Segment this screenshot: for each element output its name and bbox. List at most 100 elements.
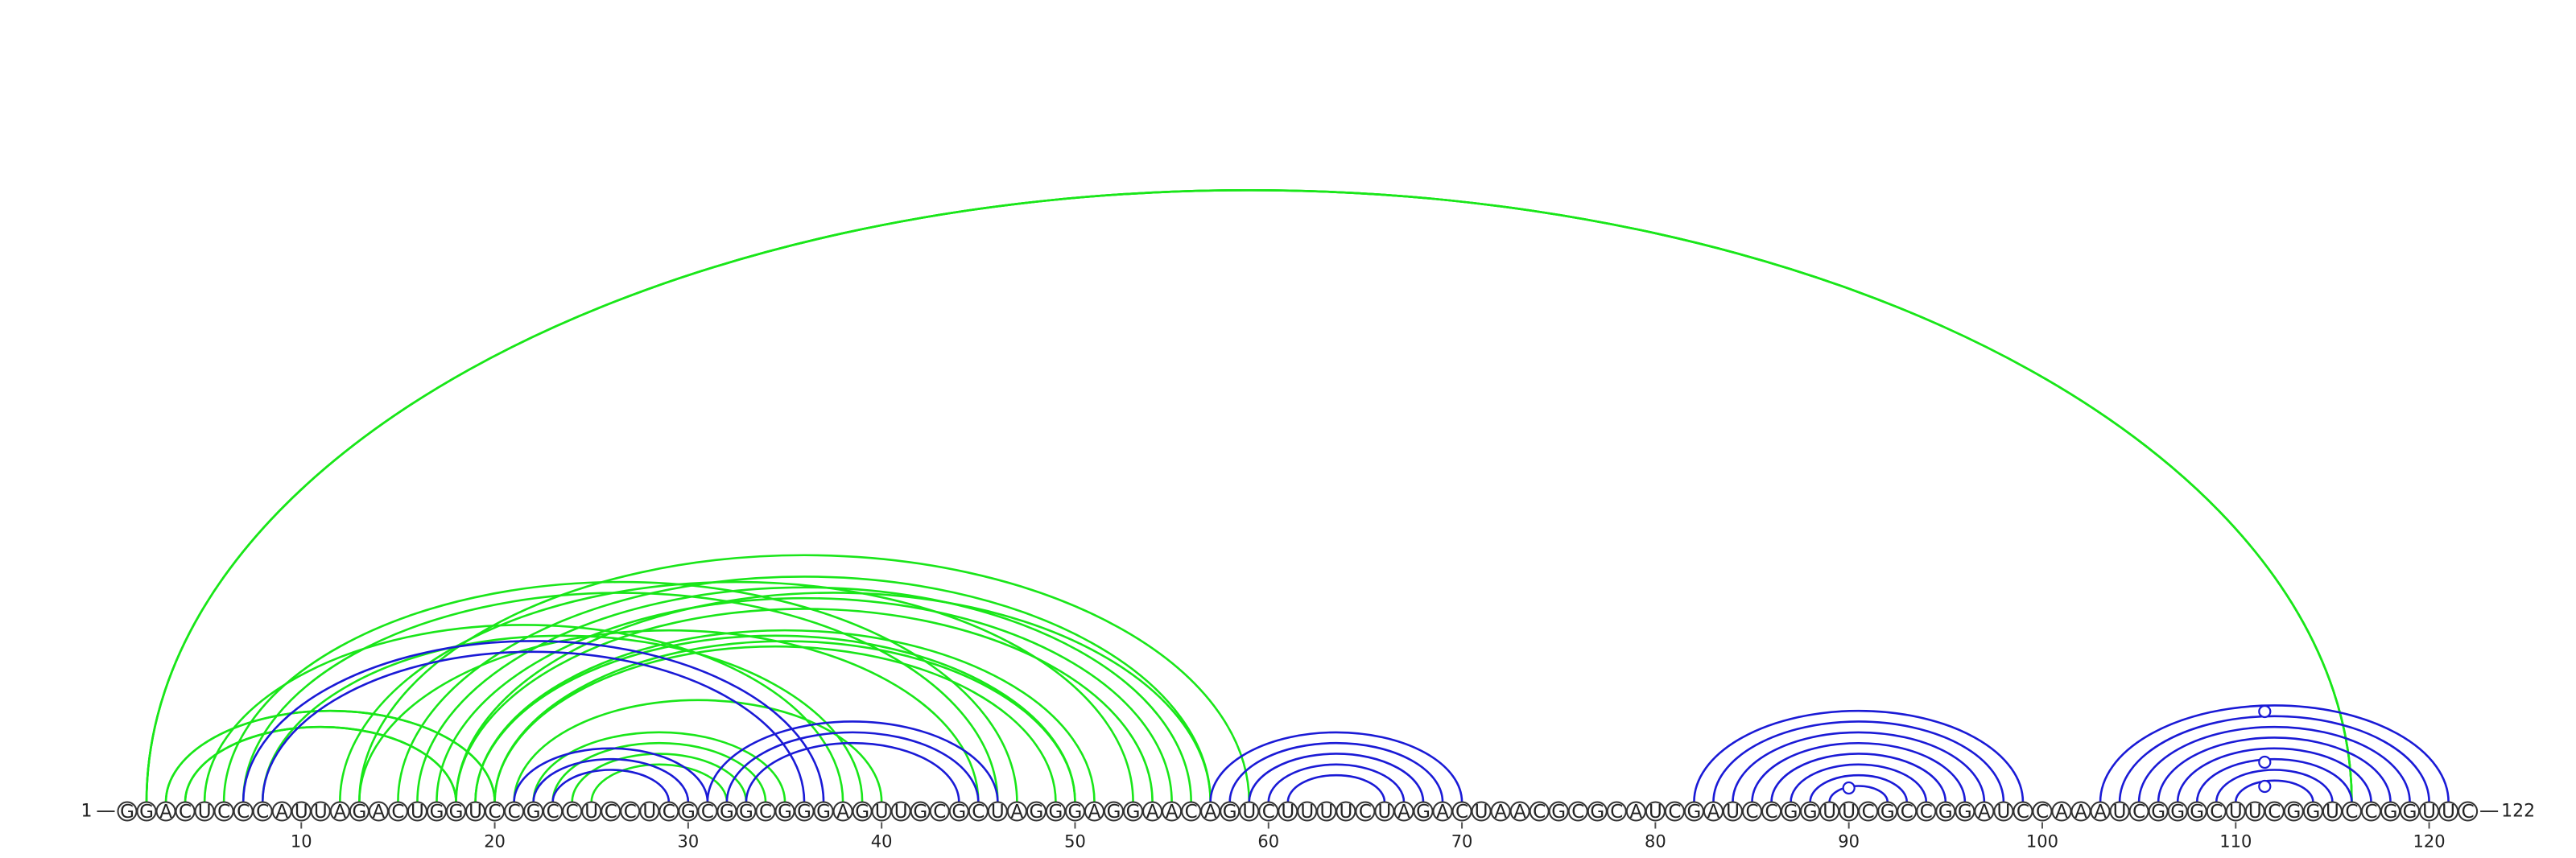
green-arc-6-47 bbox=[222, 580, 1018, 802]
nucleotide-91: C bbox=[1858, 801, 1879, 823]
nucleotide-circle bbox=[620, 801, 641, 822]
green-arc-17-55 bbox=[436, 596, 1173, 802]
nucleotide-49: G bbox=[1045, 801, 1066, 823]
nucleotide-letter: U bbox=[411, 802, 424, 823]
nucleotide-circle bbox=[1278, 801, 1298, 822]
nucleotide-circle bbox=[1181, 801, 1202, 822]
nucleotide-letter: C bbox=[933, 802, 946, 823]
nucleotide-letter: A bbox=[373, 802, 386, 823]
blue-arc-57-70 bbox=[1209, 731, 1463, 802]
nucleotide-circle bbox=[1993, 801, 2014, 822]
nucleotide-19: U bbox=[465, 801, 486, 823]
nucleotide-circle bbox=[1297, 801, 1318, 822]
nucleotide-69: A bbox=[1432, 801, 1453, 823]
nucleotide-circle bbox=[1026, 801, 1046, 822]
blue-arc-61-66 bbox=[1286, 773, 1386, 802]
nucleotide-109: C bbox=[2206, 801, 2227, 823]
nucleotide-12: A bbox=[329, 801, 350, 823]
nucleotide-letter: C bbox=[566, 802, 579, 823]
nucleotide-23: C bbox=[543, 801, 564, 823]
nucleotide-letter: U bbox=[2248, 802, 2262, 823]
nucleotide-circle bbox=[658, 801, 679, 822]
blue-arc-88-93 bbox=[1809, 773, 1909, 802]
nucleotide-circle bbox=[485, 801, 506, 822]
tick-label-80: 80 bbox=[1645, 832, 1666, 852]
nucleotide-circle bbox=[1858, 801, 1879, 822]
blue-arc-105-119 bbox=[2137, 725, 2411, 802]
nucleotide-circle bbox=[678, 801, 699, 822]
nucleotide-letter: U bbox=[1242, 802, 1256, 823]
nucleotide-circle bbox=[1258, 801, 1279, 822]
nucleotide-letter: U bbox=[198, 802, 212, 823]
nucleotide-18: G bbox=[446, 801, 467, 823]
nucleotide-circle bbox=[716, 801, 737, 822]
nucleotide-115: U bbox=[2322, 801, 2343, 823]
blue-arc-7-37 bbox=[242, 640, 825, 802]
nucleotide-letter: G bbox=[1068, 802, 1083, 823]
nucleotide-121: U bbox=[2438, 801, 2459, 823]
nucleotide-circle bbox=[2322, 801, 2343, 822]
nucleotide-letter: G bbox=[816, 802, 831, 823]
nucleotide-circle bbox=[155, 801, 176, 822]
nucleotide-circle bbox=[426, 801, 447, 822]
nucleotide-circle bbox=[2070, 801, 2091, 822]
blue-arc-89-92 bbox=[1828, 785, 1889, 802]
blue-arc-83-98 bbox=[1712, 720, 2005, 802]
nucleotide-117: C bbox=[2360, 801, 2381, 823]
nucleotide-26: C bbox=[601, 801, 621, 823]
nucleotide-letter: A bbox=[1707, 802, 1720, 823]
nucleotide-circle bbox=[310, 801, 331, 822]
nucleotide-81: C bbox=[1664, 801, 1685, 823]
nucleotide-51: A bbox=[1084, 801, 1104, 823]
nucleotide-107: G bbox=[2167, 801, 2188, 823]
nucleotide-letter: G bbox=[720, 802, 734, 823]
nucleotide-circle bbox=[1239, 801, 1260, 822]
nucleotide-letter: A bbox=[1166, 802, 1179, 823]
nucleotide-circle bbox=[1432, 801, 1453, 822]
nucleotide-letter: C bbox=[256, 802, 269, 823]
nucleotide-letter: G bbox=[1590, 802, 1604, 823]
nucleotide-letter: A bbox=[2055, 802, 2068, 823]
nucleotide-letter: C bbox=[2036, 802, 2049, 823]
blue-arc-110-114 bbox=[2234, 779, 2314, 802]
nucleotide-59: U bbox=[1239, 801, 1260, 823]
green-arc-21-40 bbox=[513, 699, 883, 802]
nucleotide-112: C bbox=[2264, 801, 2285, 823]
nucleotide-122: C bbox=[2458, 801, 2479, 823]
nucleotide-letter: C bbox=[624, 802, 637, 823]
nucleotide-circle bbox=[2244, 801, 2265, 822]
nucleotide-circle bbox=[2090, 801, 2111, 822]
nucleotide-letter: U bbox=[1649, 802, 1662, 823]
nucleotide-letter: C bbox=[2268, 802, 2281, 823]
nucleotide-7: C bbox=[233, 801, 254, 823]
blue-arc-107-117 bbox=[2176, 747, 2372, 802]
nucleotide-44: G bbox=[948, 801, 969, 823]
nucleotide-108: G bbox=[2186, 801, 2207, 823]
nucleotide-circle bbox=[1606, 801, 1627, 822]
nucleotide-3: A bbox=[155, 801, 176, 823]
nucleotide-circle bbox=[349, 801, 369, 822]
marker-layer bbox=[1842, 704, 2272, 795]
nucleotide-circle bbox=[175, 801, 196, 822]
nucleotide-65: C bbox=[1355, 801, 1376, 823]
nucleotide-letter: A bbox=[1088, 802, 1101, 823]
blue-arc-58-69 bbox=[1228, 741, 1444, 802]
nucleotide-circle bbox=[2186, 801, 2207, 822]
nucleotide-circle bbox=[1645, 801, 1666, 822]
nucleotide-letter: G bbox=[430, 802, 444, 823]
nucleotide-letter: U bbox=[1281, 802, 1294, 823]
nucleotide-105: C bbox=[2128, 801, 2149, 823]
nucleotide-circle bbox=[1974, 801, 1995, 822]
nucleotide-letter: C bbox=[2364, 802, 2377, 823]
nucleotide-8: C bbox=[252, 801, 273, 823]
nucleotide-2: G bbox=[136, 801, 157, 823]
green-arc-2-116 bbox=[145, 189, 2353, 802]
nucleotide-letter: C bbox=[2462, 802, 2475, 823]
nucleotide-letter: U bbox=[1842, 802, 1856, 823]
nucleotide-letter: G bbox=[952, 802, 966, 823]
nucleotide-39: G bbox=[852, 801, 873, 823]
nucleotide-letter: A bbox=[1513, 802, 1526, 823]
nucleotide-letter: C bbox=[2132, 802, 2145, 823]
nucleotide-letter: G bbox=[1223, 802, 1237, 823]
nucleotide-42: G bbox=[910, 801, 931, 823]
